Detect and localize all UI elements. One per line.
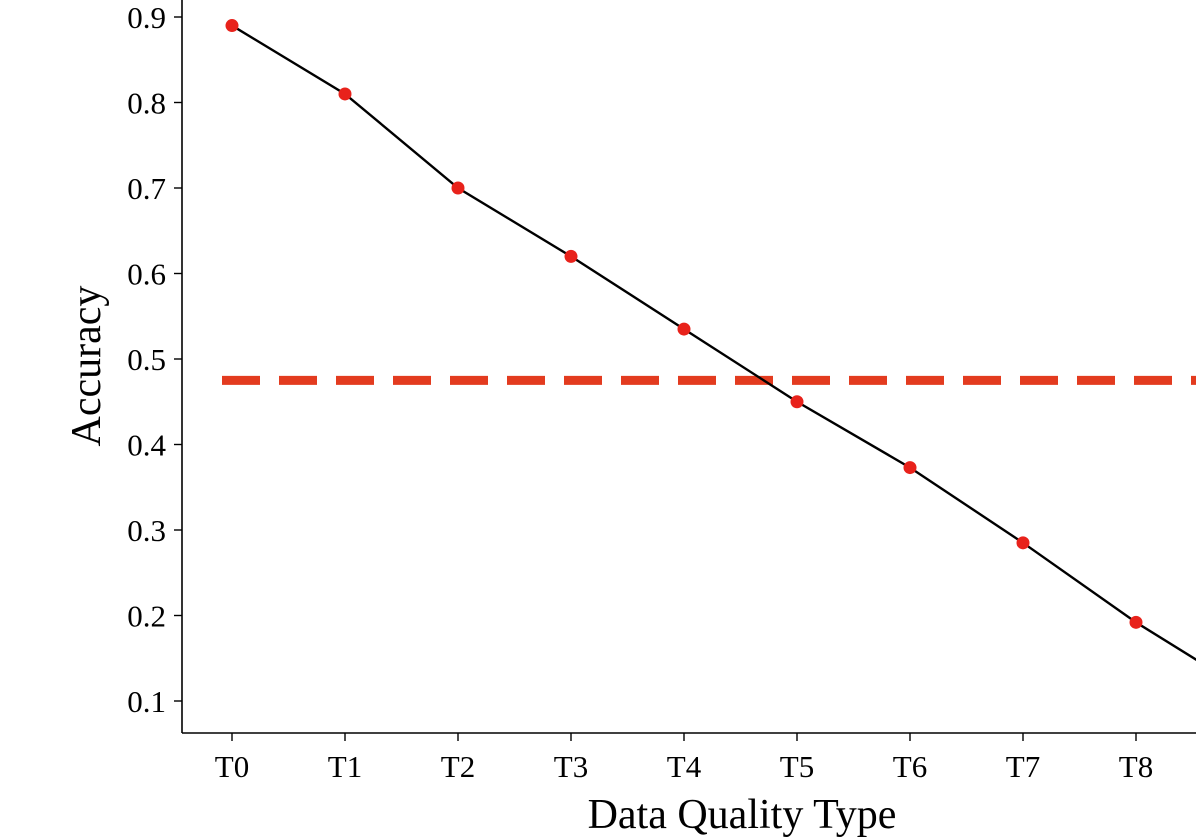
data-point — [451, 181, 465, 195]
y-axis-title: Accuracy — [64, 286, 110, 447]
x-tick-label: T2 — [441, 749, 475, 784]
data-point — [338, 87, 352, 101]
series-group — [225, 19, 1196, 661]
x-tick-label: T5 — [780, 749, 814, 784]
y-tick-label: 0.3 — [127, 513, 166, 548]
y-tick-label: 0.6 — [127, 257, 166, 292]
y-tick-label: 0.7 — [127, 171, 166, 206]
data-point — [790, 395, 804, 409]
data-point — [564, 249, 578, 263]
data-point — [677, 322, 691, 336]
y-tick-label: 0.2 — [127, 599, 166, 634]
x-tick-label: T3 — [554, 749, 588, 784]
x-tick-label: T7 — [1006, 749, 1040, 784]
y-tick-label: 0.9 — [127, 0, 166, 35]
data-point — [1016, 536, 1030, 550]
x-tick-label: T1 — [328, 749, 362, 784]
x-tick-label: T0 — [215, 749, 249, 784]
data-point — [903, 461, 917, 475]
y-tick-label: 0.1 — [127, 684, 166, 719]
x-tick-label: T4 — [667, 749, 702, 784]
y-ticks: 0.1 0.2 0.3 0.4 0.5 0.6 0.7 0.8 0.9 — [127, 0, 182, 719]
data-point — [225, 19, 239, 33]
y-tick-label: 0.4 — [127, 428, 166, 463]
axes — [181, 0, 1196, 734]
data-point — [1129, 615, 1143, 629]
x-tick-label: T6 — [893, 749, 927, 784]
series-line — [231, 24, 1196, 661]
y-tick-label: 0.5 — [127, 342, 166, 377]
x-axis-title: Data Quality Type — [588, 792, 897, 838]
x-ticks: T0T1T2T3T4T5T6T7T8T9 — [215, 733, 1153, 784]
y-tick-label: 0.8 — [127, 86, 166, 121]
x-tick-label: T8 — [1119, 749, 1153, 784]
